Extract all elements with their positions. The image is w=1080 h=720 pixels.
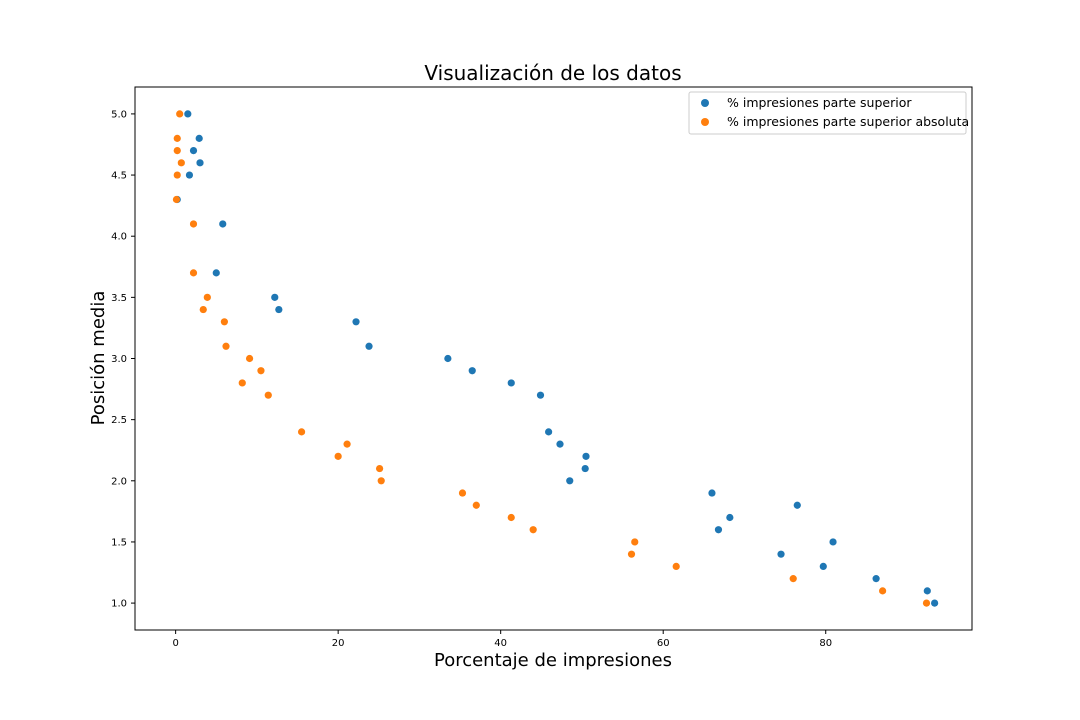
data-point <box>789 575 797 583</box>
data-point <box>365 342 373 350</box>
data-point <box>173 134 181 142</box>
x-tick-label: 40 <box>494 638 507 649</box>
data-point <box>222 342 230 350</box>
legend-marker-absoluta <box>701 118 709 126</box>
data-point <box>444 354 452 363</box>
data-point <box>177 159 185 167</box>
data-point <box>264 391 272 399</box>
data-point <box>726 513 734 522</box>
data-points <box>172 110 939 607</box>
data-point <box>271 293 279 301</box>
data-point <box>468 367 476 375</box>
x-tick-label: 20 <box>332 638 345 649</box>
data-point <box>529 526 537 534</box>
data-point <box>219 220 227 228</box>
data-point <box>672 562 680 571</box>
data-point <box>275 305 283 314</box>
y-axis-label: Posición media <box>88 291 109 426</box>
legend-label-absoluta: % impresiones parte superior absoluta <box>727 114 969 129</box>
y-axis: 1.0 1.5 2.0 2.5 3.0 3.5 4.0 4.5 5.0 <box>111 109 135 610</box>
series-0 <box>173 110 939 607</box>
data-point <box>879 587 887 595</box>
x-axis-label: Porcentaje de impresiones <box>434 650 672 671</box>
x-tick-label: 60 <box>657 638 670 649</box>
data-point <box>931 599 939 607</box>
data-point <box>195 134 203 142</box>
data-point <box>189 146 198 155</box>
data-point <box>627 550 636 558</box>
data-point <box>196 159 204 167</box>
data-point <box>777 550 785 558</box>
data-point <box>343 440 351 448</box>
y-tick-label: 5.0 <box>111 109 127 120</box>
legend-box <box>688 91 967 135</box>
data-point <box>507 513 515 522</box>
data-point <box>297 428 306 436</box>
y-tick-label: 4.0 <box>111 232 127 243</box>
legend-label-superior: % impresiones parte superior <box>727 95 912 110</box>
chart-title: Visualización de los datos <box>424 61 681 85</box>
data-point <box>377 477 385 485</box>
data-point <box>203 293 211 301</box>
data-point <box>819 562 827 571</box>
data-point <box>212 269 220 277</box>
data-point <box>173 146 181 155</box>
data-point <box>631 538 639 546</box>
y-tick-label: 2.0 <box>111 476 127 487</box>
y-tick-label: 1.0 <box>111 599 127 610</box>
data-point <box>472 501 480 509</box>
x-tick-label: 0 <box>172 638 178 649</box>
y-tick-label: 2.5 <box>111 415 127 426</box>
data-point <box>829 538 837 546</box>
x-tick-label: 80 <box>819 638 832 649</box>
legend: % impresiones parte superior % impresion… <box>688 91 969 135</box>
data-point <box>199 305 207 314</box>
data-point <box>793 501 801 509</box>
data-point <box>173 171 181 179</box>
data-point <box>556 440 564 448</box>
data-point <box>257 367 265 375</box>
data-point <box>708 489 716 497</box>
data-point <box>714 526 723 534</box>
data-point <box>220 318 228 326</box>
data-point <box>189 220 198 228</box>
y-tick-label: 3.0 <box>111 354 127 365</box>
data-point <box>176 110 184 118</box>
y-tick-label: 1.5 <box>111 537 127 548</box>
data-point <box>872 575 880 583</box>
data-point <box>185 171 194 179</box>
data-point <box>375 464 384 473</box>
data-point <box>507 379 515 387</box>
data-point <box>566 477 574 485</box>
data-point <box>582 452 590 460</box>
data-point <box>923 587 931 595</box>
legend-marker-superior <box>701 99 709 107</box>
data-point <box>189 269 198 277</box>
data-point <box>238 379 246 387</box>
data-point <box>581 464 589 473</box>
data-point <box>245 354 254 363</box>
x-axis: 0 20 40 60 80 <box>172 630 832 649</box>
data-point <box>545 428 553 436</box>
data-point <box>458 489 467 497</box>
data-point <box>536 391 545 399</box>
y-tick-label: 4.5 <box>111 171 127 182</box>
data-point <box>352 318 360 326</box>
data-point <box>334 452 342 460</box>
data-point <box>184 110 192 118</box>
series-1 <box>172 110 931 607</box>
y-tick-label: 3.5 <box>111 293 127 304</box>
data-point <box>172 195 181 204</box>
data-point <box>922 599 931 607</box>
